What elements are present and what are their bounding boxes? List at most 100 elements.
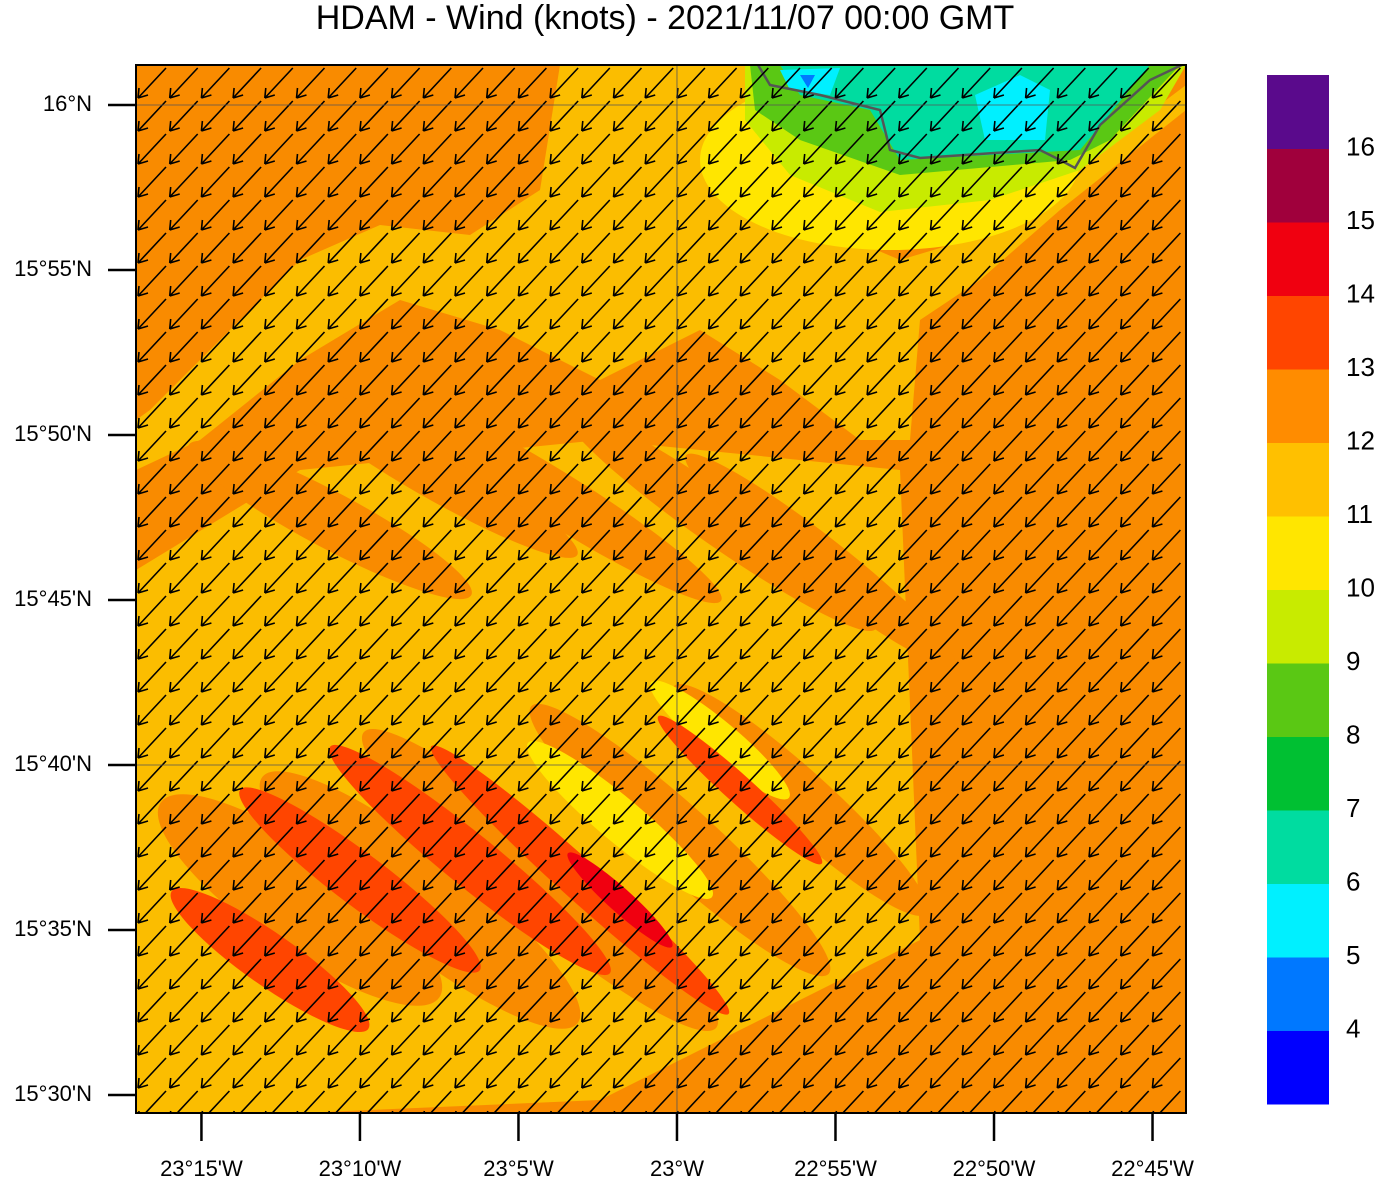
wind-arrow: [168, 199, 199, 231]
wind-arrow: [295, 430, 326, 462]
wind-arrow: [137, 826, 167, 858]
wind-arrow: [993, 1057, 1023, 1089]
wind-arrow: [264, 166, 294, 198]
wind-arrow: [898, 100, 928, 132]
wind-arrow: [1151, 1024, 1181, 1056]
wind-arrow: [612, 892, 643, 924]
wind-arrow: [232, 199, 262, 231]
wind-arrow: [454, 760, 484, 792]
wind-arrow: [802, 67, 833, 99]
wind-arrow: [1056, 925, 1086, 957]
wind-arrow: [866, 727, 896, 759]
wind-arrow: [834, 166, 864, 198]
wind-arrow: [422, 430, 452, 462]
wind-arrow: [422, 595, 452, 627]
wind-arrow: [802, 1057, 833, 1089]
wind-arrow: [707, 991, 738, 1023]
wind-arrow: [549, 892, 579, 924]
wind-arrow: [644, 430, 674, 462]
wind-arrow: [264, 199, 294, 231]
wind-arrow: [834, 298, 864, 330]
wind-arrow: [581, 529, 611, 561]
wind-arrow: [929, 628, 960, 660]
wind-arrow: [454, 1057, 484, 1089]
wind-arrow: [707, 760, 738, 792]
wind-arrow: [200, 199, 230, 231]
wind-arrow: [929, 232, 960, 264]
wind-arrow: [612, 1024, 643, 1056]
wind-arrow: [168, 232, 199, 264]
wind-arrow: [137, 331, 167, 363]
colorbar: 4 5 6 7 8 9 10 11 12 13 14 15 16: [1267, 75, 1375, 1105]
wind-arrow: [517, 265, 547, 297]
wind-arrow: [137, 793, 167, 825]
wind-arrow: [1024, 529, 1055, 561]
wind-arrow: [802, 991, 833, 1023]
wind-arrow: [929, 826, 960, 858]
wind-arrow: [802, 265, 833, 297]
wind-arrow: [422, 232, 452, 264]
wind-arrow: [707, 364, 738, 396]
wind-arrow: [644, 958, 674, 990]
wind-arrow: [390, 100, 421, 132]
wind-arrow: [1151, 529, 1181, 561]
y-tick-label: 15°45'N: [14, 586, 92, 611]
wind-arrow: [898, 760, 928, 792]
wind-arrow: [961, 430, 991, 462]
wind-arrow: [993, 430, 1023, 462]
wind-arrow: [232, 529, 262, 561]
wind-arrow: [1024, 859, 1055, 891]
colorbar-box: [1267, 1030, 1329, 1105]
wind-arrow: [581, 463, 611, 495]
wind-arrow: [200, 793, 230, 825]
wind-arrow: [739, 133, 769, 165]
wind-arrow: [517, 232, 547, 264]
coastline: [756, 65, 1185, 170]
wind-arrow: [454, 496, 484, 528]
wind-arrow: [485, 496, 516, 528]
wind-arrow: [295, 1024, 326, 1056]
wind-arrow: [517, 298, 547, 330]
wind-arrow: [898, 958, 928, 990]
wind-arrow: [327, 265, 357, 297]
wind-arrow: [834, 496, 864, 528]
wind-arrow: [200, 628, 230, 660]
wind-arrow: [707, 298, 738, 330]
wind-arrow: [961, 661, 991, 693]
colorbar-label: 12: [1346, 425, 1375, 455]
wind-arrow: [327, 661, 357, 693]
wind-arrow: [771, 430, 801, 462]
wind-arrow: [232, 166, 262, 198]
wind-arrow: [485, 661, 516, 693]
wind-arrow: [961, 826, 991, 858]
wind-arrow: [422, 397, 452, 429]
wind-arrow: [802, 463, 833, 495]
wind-arrow: [200, 298, 230, 330]
wind-arrow: [961, 364, 991, 396]
wind-arrow: [1024, 265, 1055, 297]
wind-arrow: [612, 628, 643, 660]
wind-arrow: [232, 100, 262, 132]
wind-arrow: [168, 133, 199, 165]
wind-arrow: [517, 331, 547, 363]
wind-arrow: [771, 694, 801, 726]
wind-arrow: [612, 100, 643, 132]
wind-arrow: [422, 760, 452, 792]
wind-arrow: [200, 463, 230, 495]
wind-arrow: [898, 859, 928, 891]
wind-arrow: [232, 67, 262, 99]
wind-arrow: [1119, 496, 1150, 528]
wind-arrow: [961, 694, 991, 726]
wind-arrow: [264, 1057, 294, 1089]
wind-arrow: [898, 463, 928, 495]
wind-arrow: [168, 496, 199, 528]
wind-arrow: [929, 496, 960, 528]
wind-arrow: [232, 430, 262, 462]
wind-arrow: [168, 859, 199, 891]
wind-arrow: [866, 397, 896, 429]
grid: [136, 65, 1186, 1113]
wind-arrow: [232, 892, 262, 924]
wind-arrow: [295, 463, 326, 495]
wind-arrow: [200, 232, 230, 264]
wind-arrow: [1024, 67, 1055, 99]
